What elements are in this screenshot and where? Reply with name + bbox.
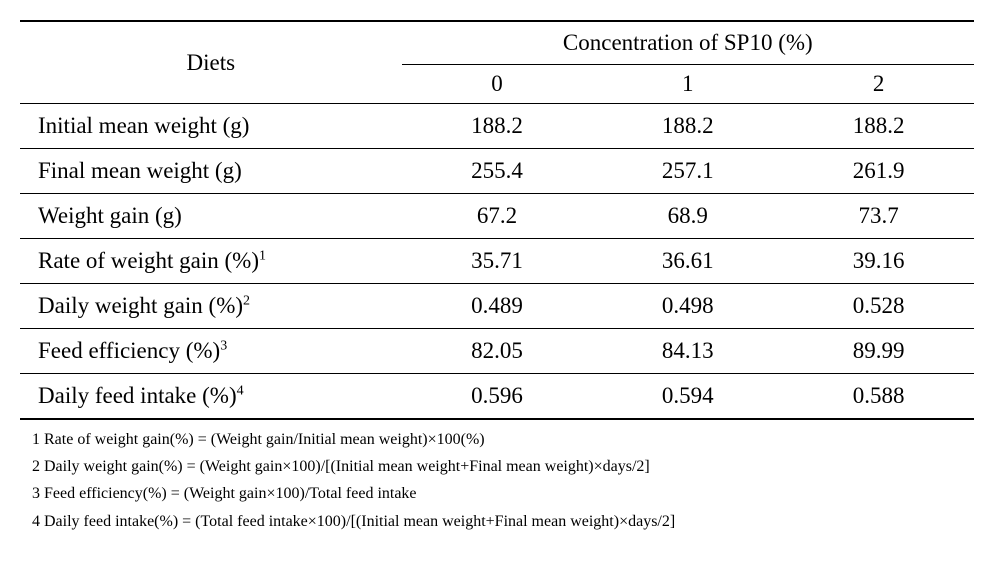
cell-value: 0.528 — [783, 284, 974, 329]
cell-value: 39.16 — [783, 239, 974, 284]
table-row: Feed efficiency (%)3 82.05 84.13 89.99 — [20, 329, 974, 374]
footnote-1: 1 Rate of weight gain(%) = (Weight gain/… — [32, 426, 974, 453]
cell-value: 0.596 — [402, 374, 593, 420]
cell-value: 89.99 — [783, 329, 974, 374]
cell-value: 0.588 — [783, 374, 974, 420]
row-label: Daily feed intake (%)4 — [20, 374, 402, 420]
row-label: Final mean weight (g) — [20, 149, 402, 194]
header-diets: Diets — [20, 21, 402, 104]
row-label: Initial mean weight (g) — [20, 104, 402, 149]
cell-value: 35.71 — [402, 239, 593, 284]
concentration-label: Concentration of SP10 (%) — [563, 30, 813, 55]
header-row-top: Diets Concentration of SP10 (%) — [20, 21, 974, 65]
row-label: Daily weight gain (%)2 — [20, 284, 402, 329]
table-row: Rate of weight gain (%)1 35.71 36.61 39.… — [20, 239, 974, 284]
cell-value: 255.4 — [402, 149, 593, 194]
footnotes-block: 1 Rate of weight gain(%) = (Weight gain/… — [20, 426, 974, 535]
cell-value: 84.13 — [592, 329, 783, 374]
cell-value: 67.2 — [402, 194, 593, 239]
cell-value: 36.61 — [592, 239, 783, 284]
diets-label: Diets — [187, 50, 236, 75]
cell-value: 188.2 — [783, 104, 974, 149]
cell-value: 257.1 — [592, 149, 783, 194]
cell-value: 73.7 — [783, 194, 974, 239]
cell-value: 0.498 — [592, 284, 783, 329]
footnote-2: 2 Daily weight gain(%) = (Weight gain×10… — [32, 453, 974, 480]
table-row: Daily feed intake (%)4 0.596 0.594 0.588 — [20, 374, 974, 420]
cell-value: 0.594 — [592, 374, 783, 420]
data-table-container: Diets Concentration of SP10 (%) 0 1 2 In… — [20, 20, 974, 535]
col-header-2: 2 — [783, 65, 974, 104]
growth-data-table: Diets Concentration of SP10 (%) 0 1 2 In… — [20, 20, 974, 420]
col-header-0: 0 — [402, 65, 593, 104]
col-header-1: 1 — [592, 65, 783, 104]
cell-value: 261.9 — [783, 149, 974, 194]
table-row: Daily weight gain (%)2 0.489 0.498 0.528 — [20, 284, 974, 329]
row-label: Rate of weight gain (%)1 — [20, 239, 402, 284]
table-row: Final mean weight (g) 255.4 257.1 261.9 — [20, 149, 974, 194]
table-row: Weight gain (g) 67.2 68.9 73.7 — [20, 194, 974, 239]
cell-value: 68.9 — [592, 194, 783, 239]
cell-value: 188.2 — [592, 104, 783, 149]
footnote-4: 4 Daily feed intake(%) = (Total feed int… — [32, 508, 974, 535]
cell-value: 0.489 — [402, 284, 593, 329]
footnote-3: 3 Feed efficiency(%) = (Weight gain×100)… — [32, 480, 974, 507]
cell-value: 188.2 — [402, 104, 593, 149]
cell-value: 82.05 — [402, 329, 593, 374]
row-label: Weight gain (g) — [20, 194, 402, 239]
table-row: Initial mean weight (g) 188.2 188.2 188.… — [20, 104, 974, 149]
table-body: Initial mean weight (g) 188.2 188.2 188.… — [20, 104, 974, 420]
header-concentration: Concentration of SP10 (%) — [402, 21, 974, 65]
row-label: Feed efficiency (%)3 — [20, 329, 402, 374]
